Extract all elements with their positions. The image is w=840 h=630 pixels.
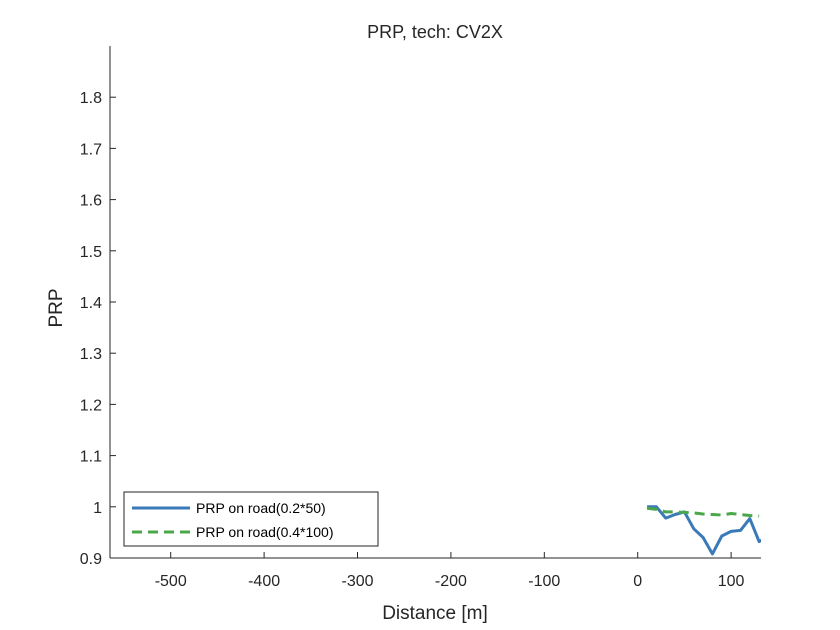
y-tick-label: 1.3	[80, 346, 102, 363]
x-axis-label: Distance [m]	[382, 603, 488, 624]
y-tick-label: 1.8	[80, 90, 102, 107]
series-layer	[646, 505, 761, 556]
y-tick-label: 1.1	[80, 449, 102, 466]
x-tick-label: -200	[435, 573, 467, 590]
y-tick-label: 1.5	[80, 244, 102, 261]
axes-layer: -500 -400 -300 -200 -100 0 100 0.9 1 1.1 1.2 1.3 1.4…	[80, 46, 761, 590]
legend-label-2: PRP on road(0.4*100)	[196, 524, 334, 540]
y-axis-label: PRP	[46, 288, 67, 327]
x-tick-label: 0	[633, 573, 642, 590]
plot-area: -500 -400 -300 -200 -100 0 100 0.9 1 1.1 1.2 1.3 1.4…	[80, 46, 761, 590]
y-tick-label: 0.9	[80, 551, 102, 568]
legend-label-1: PRP on road(0.2*50)	[196, 500, 326, 516]
x-tick-label: -300	[341, 573, 373, 590]
x-tick-label: 100	[718, 573, 745, 590]
y-tick-label: 1.4	[80, 295, 102, 312]
y-tick-label: 1	[93, 500, 102, 517]
y-tick-label: 1.7	[80, 141, 102, 158]
series-line-2	[646, 506, 760, 518]
x-tick-label: -400	[248, 573, 280, 590]
y-tick-label: 1.2	[80, 397, 102, 414]
chart-title: PRP, tech: CV2X	[367, 22, 503, 42]
legend-box	[123, 491, 379, 547]
series-line-1	[647, 505, 761, 556]
y-tick-label: 1.6	[80, 193, 102, 210]
x-tick-label: -500	[155, 573, 187, 590]
x-tick-label: -100	[528, 573, 560, 590]
legend: PRP on road(0.2*50) PRP on road(0.4*100)	[123, 491, 379, 547]
